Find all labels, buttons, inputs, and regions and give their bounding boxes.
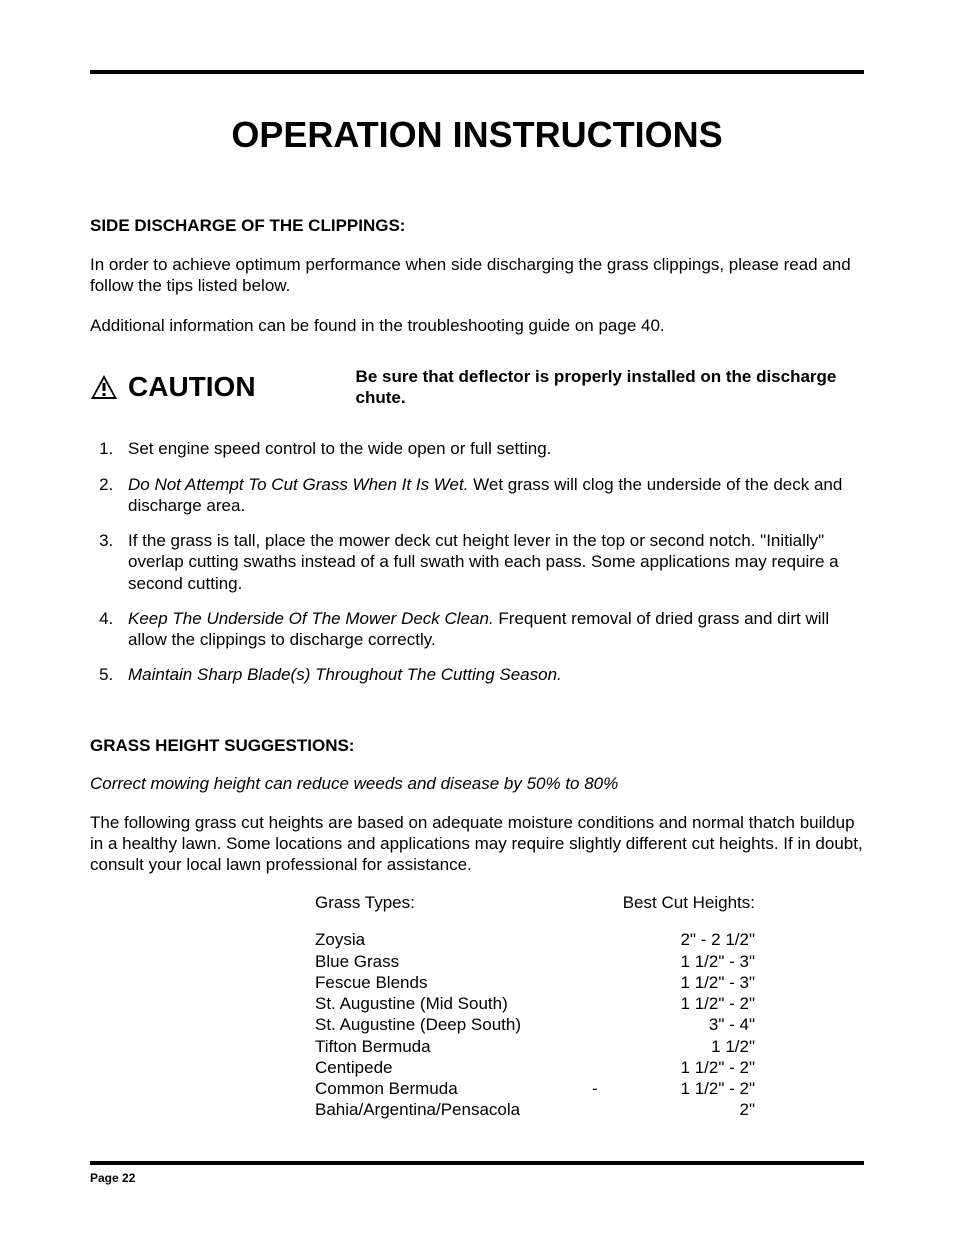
table-row: Zoysia 2" - 2 1/2" <box>315 929 755 950</box>
table-row: Blue Grass 1 1/2" - 3" <box>315 951 755 972</box>
step-5-text: Maintain Sharp Blade(s) Throughout The C… <box>128 665 562 684</box>
step-1-text: Set engine speed control to the wide ope… <box>128 439 551 458</box>
dash-cell: - <box>585 1078 605 1099</box>
step-5: Maintain Sharp Blade(s) Throughout The C… <box>118 664 864 685</box>
cut-height: 2" - 2 1/2" <box>605 929 755 950</box>
dash-cell <box>585 929 605 950</box>
cut-height: 1 1/2" <box>605 1036 755 1057</box>
bottom-rule <box>90 1161 864 1165</box>
steps-list: Set engine speed control to the wide ope… <box>90 438 864 685</box>
grass-type: Centipede <box>315 1057 585 1078</box>
cut-height: 3" - 4" <box>605 1014 755 1035</box>
grass-type: Blue Grass <box>315 951 585 972</box>
section1-p2: Additional information can be found in t… <box>90 315 864 336</box>
cut-height: 2" <box>605 1099 755 1120</box>
caution-badge: CAUTION <box>90 371 256 403</box>
col-grass-types: Grass Types: <box>315 893 605 913</box>
table-row: Tifton Bermuda 1 1/2" <box>315 1036 755 1057</box>
table-row: Bahia/Argentina/Pensacola 2" <box>315 1099 755 1120</box>
step-3-text: If the grass is tall, place the mower de… <box>128 531 839 593</box>
dash-cell <box>585 1057 605 1078</box>
caution-row: CAUTION Be sure that deflector is proper… <box>90 366 864 409</box>
cut-height: 1 1/2" - 3" <box>605 972 755 993</box>
table-row: St. Augustine (Deep South) 3" - 4" <box>315 1014 755 1035</box>
section1-p1: In order to achieve optimum performance … <box>90 254 864 297</box>
step-3: If the grass is tall, place the mower de… <box>118 530 864 594</box>
grass-type: Zoysia <box>315 929 585 950</box>
cut-height: 1 1/2" - 2" <box>605 1057 755 1078</box>
top-rule <box>90 70 864 74</box>
grass-type: Common Bermuda <box>315 1078 585 1099</box>
step-2: Do Not Attempt To Cut Grass When It Is W… <box>118 474 864 517</box>
dash-cell <box>585 1099 605 1120</box>
step-4-em: Keep The Underside Of The Mower Deck Cle… <box>128 609 494 628</box>
caution-text: Be sure that deflector is properly insta… <box>356 366 864 409</box>
step-1: Set engine speed control to the wide ope… <box>118 438 864 459</box>
grass-table: Grass Types: Best Cut Heights: Zoysia 2" … <box>315 893 755 1120</box>
step-4: Keep The Underside Of The Mower Deck Cle… <box>118 608 864 651</box>
grass-type: Bahia/Argentina/Pensacola <box>315 1099 585 1120</box>
caution-label: CAUTION <box>128 371 256 403</box>
grass-type: St. Augustine (Mid South) <box>315 993 585 1014</box>
grass-type: Fescue Blends <box>315 972 585 993</box>
table-row: Common Bermuda-1 1/2" - 2" <box>315 1078 755 1099</box>
page-number: Page 22 <box>90 1171 135 1185</box>
table-row: St. Augustine (Mid South) 1 1/2" - 2" <box>315 993 755 1014</box>
dash-cell <box>585 1014 605 1035</box>
dash-cell <box>585 993 605 1014</box>
dash-cell <box>585 1036 605 1057</box>
table-row: Centipede 1 1/2" - 2" <box>315 1057 755 1078</box>
grass-rows: Zoysia2" - 2 1/2"Blue Grass1 1/2" - 3"Fe… <box>315 929 755 1120</box>
cut-height: 1 1/2" - 3" <box>605 951 755 972</box>
table-row: Fescue Blends 1 1/2" - 3" <box>315 972 755 993</box>
page-container: OPERATION INSTRUCTIONS SIDE DISCHARGE OF… <box>0 0 954 1235</box>
cut-height: 1 1/2" - 2" <box>605 993 755 1014</box>
step-2-em: Do Not Attempt To Cut Grass When It Is W… <box>128 475 468 494</box>
section2-p1: The following grass cut heights are base… <box>90 812 864 876</box>
grass-table-header: Grass Types: Best Cut Heights: <box>315 893 755 913</box>
section2-sub: Correct mowing height can reduce weeds a… <box>90 774 864 794</box>
dash-cell <box>585 951 605 972</box>
cut-height: 1 1/2" - 2" <box>605 1078 755 1099</box>
section2-heading: GRASS HEIGHT SUGGESTIONS: <box>90 736 864 756</box>
grass-type: St. Augustine (Deep South) <box>315 1014 585 1035</box>
section1-heading: SIDE DISCHARGE OF THE CLIPPINGS: <box>90 216 864 236</box>
col-best-heights: Best Cut Heights: <box>605 893 755 913</box>
page-title: OPERATION INSTRUCTIONS <box>90 114 864 156</box>
grass-type: Tifton Bermuda <box>315 1036 585 1057</box>
dash-cell <box>585 972 605 993</box>
warning-icon <box>90 374 118 400</box>
